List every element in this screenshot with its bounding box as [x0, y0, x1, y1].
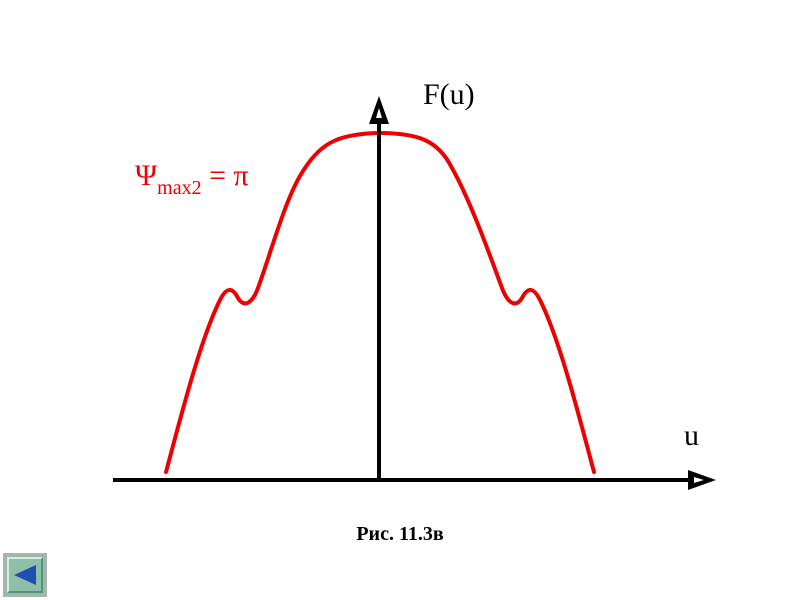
x-axis-arrowhead-highlight [694, 477, 704, 483]
y-axis-arrowhead-highlight [376, 108, 382, 118]
parameter-label: Ψmax2 = π [135, 159, 249, 199]
figure-caption: Рис. 11.3в [356, 523, 444, 545]
parameter-subscript: max2 [157, 177, 201, 199]
back-button-bevel [7, 557, 43, 593]
parameter-symbol: Ψ [135, 159, 158, 192]
y-axis-label: F(u) [423, 78, 475, 111]
triangle-left-icon [14, 565, 36, 585]
back-button[interactable] [3, 553, 47, 597]
x-axis-label: u [684, 419, 699, 452]
parameter-value: = π [202, 159, 249, 192]
